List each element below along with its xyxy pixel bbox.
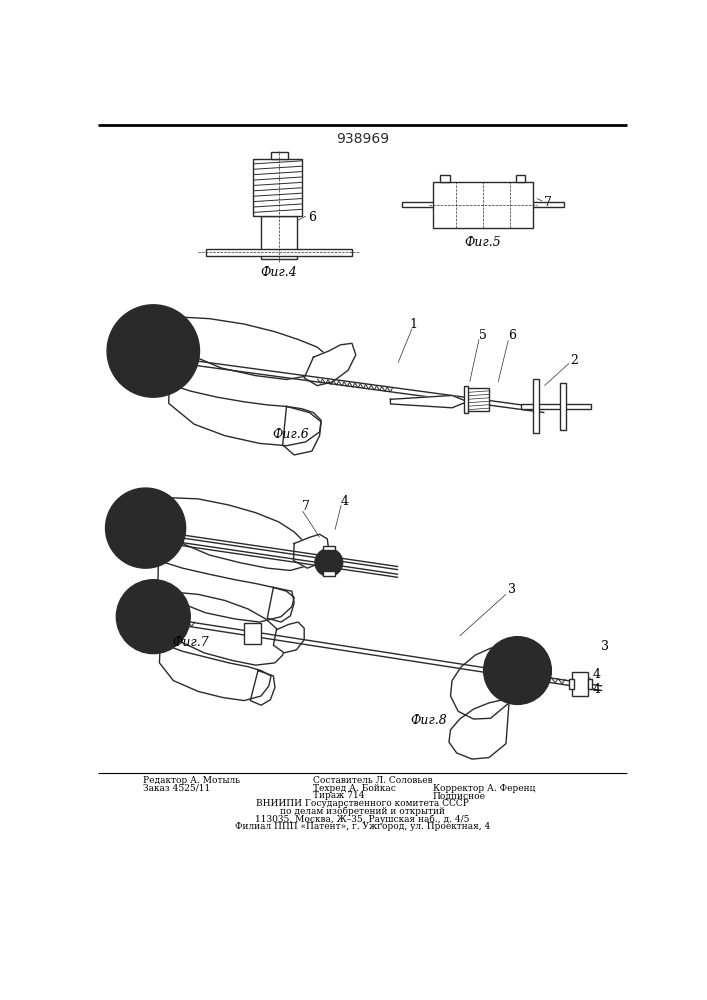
Bar (402, 202, 563, 207)
Bar (516, 175, 525, 182)
Polygon shape (160, 591, 286, 701)
Text: Составитель Л. Соловьев: Составитель Л. Соловьев (313, 776, 433, 785)
Bar (261, 216, 296, 259)
Text: 113035, Москва, Ж–35, Раушская наб., д. 4/5: 113035, Москва, Ж–35, Раушская наб., д. … (255, 815, 470, 824)
Text: 4: 4 (592, 683, 601, 696)
Text: Заказ 4525/11: Заказ 4525/11 (143, 784, 210, 793)
Bar (533, 379, 539, 433)
Bar (433, 182, 533, 228)
Text: Фиг.4: Фиг.4 (260, 266, 297, 279)
Circle shape (317, 555, 333, 570)
Text: Подписное: Подписное (433, 791, 486, 800)
Text: Фиг.5: Фиг.5 (464, 235, 501, 248)
Text: Фиг.8: Фиг.8 (411, 714, 448, 727)
Polygon shape (293, 534, 329, 568)
Bar (322, 546, 335, 550)
Bar (244, 623, 261, 644)
Polygon shape (449, 645, 509, 759)
Polygon shape (274, 622, 304, 653)
Bar (206, 249, 352, 256)
Text: Фиг.6: Фиг.6 (272, 428, 309, 441)
Circle shape (105, 488, 186, 568)
Circle shape (107, 305, 199, 397)
Text: по делам изобретений и открытий: по делам изобретений и открытий (280, 807, 445, 816)
Polygon shape (250, 671, 275, 705)
Text: Корректор А. Ференц: Корректор А. Ференц (433, 784, 535, 793)
Circle shape (117, 580, 190, 654)
Text: 1: 1 (409, 318, 418, 331)
Text: ВНИИПИ Государственного комитета СССР: ВНИИПИ Государственного комитета СССР (256, 799, 469, 808)
Polygon shape (283, 406, 321, 455)
Bar (588, 679, 592, 689)
Text: Тираж 714: Тираж 714 (313, 791, 365, 800)
Circle shape (484, 637, 551, 704)
Bar (464, 386, 468, 413)
Text: Редактор А. Мотыль: Редактор А. Мотыль (143, 776, 240, 785)
Polygon shape (167, 316, 329, 446)
Text: 6: 6 (508, 329, 516, 342)
Text: 6: 6 (308, 211, 316, 224)
Text: 7: 7 (302, 500, 310, 513)
Text: 5: 5 (479, 329, 487, 342)
Text: Филиал ППП «Патент», г. Ужгород, ул. Проектная, 4: Филиал ППП «Патент», г. Ужгород, ул. Про… (235, 822, 491, 831)
Bar (467, 388, 489, 411)
Bar (253, 158, 302, 216)
Text: 7: 7 (544, 196, 551, 209)
Polygon shape (267, 587, 294, 622)
Polygon shape (304, 343, 356, 386)
Text: 4: 4 (340, 495, 349, 508)
Bar (271, 152, 288, 158)
Text: Техред А. Бойкас: Техред А. Бойкас (313, 784, 397, 793)
Text: 3: 3 (508, 583, 516, 596)
Text: 3: 3 (600, 640, 609, 653)
Polygon shape (158, 497, 310, 622)
Bar (521, 404, 590, 409)
Bar (322, 571, 335, 576)
Polygon shape (390, 395, 467, 408)
Bar (572, 672, 588, 696)
Bar (569, 679, 573, 689)
Bar (560, 383, 566, 430)
Circle shape (315, 549, 343, 576)
Text: Фиг.7: Фиг.7 (172, 636, 209, 649)
Text: 4: 4 (592, 668, 601, 681)
Text: 938969: 938969 (336, 132, 390, 146)
Bar (440, 175, 450, 182)
Text: 2: 2 (570, 354, 578, 367)
